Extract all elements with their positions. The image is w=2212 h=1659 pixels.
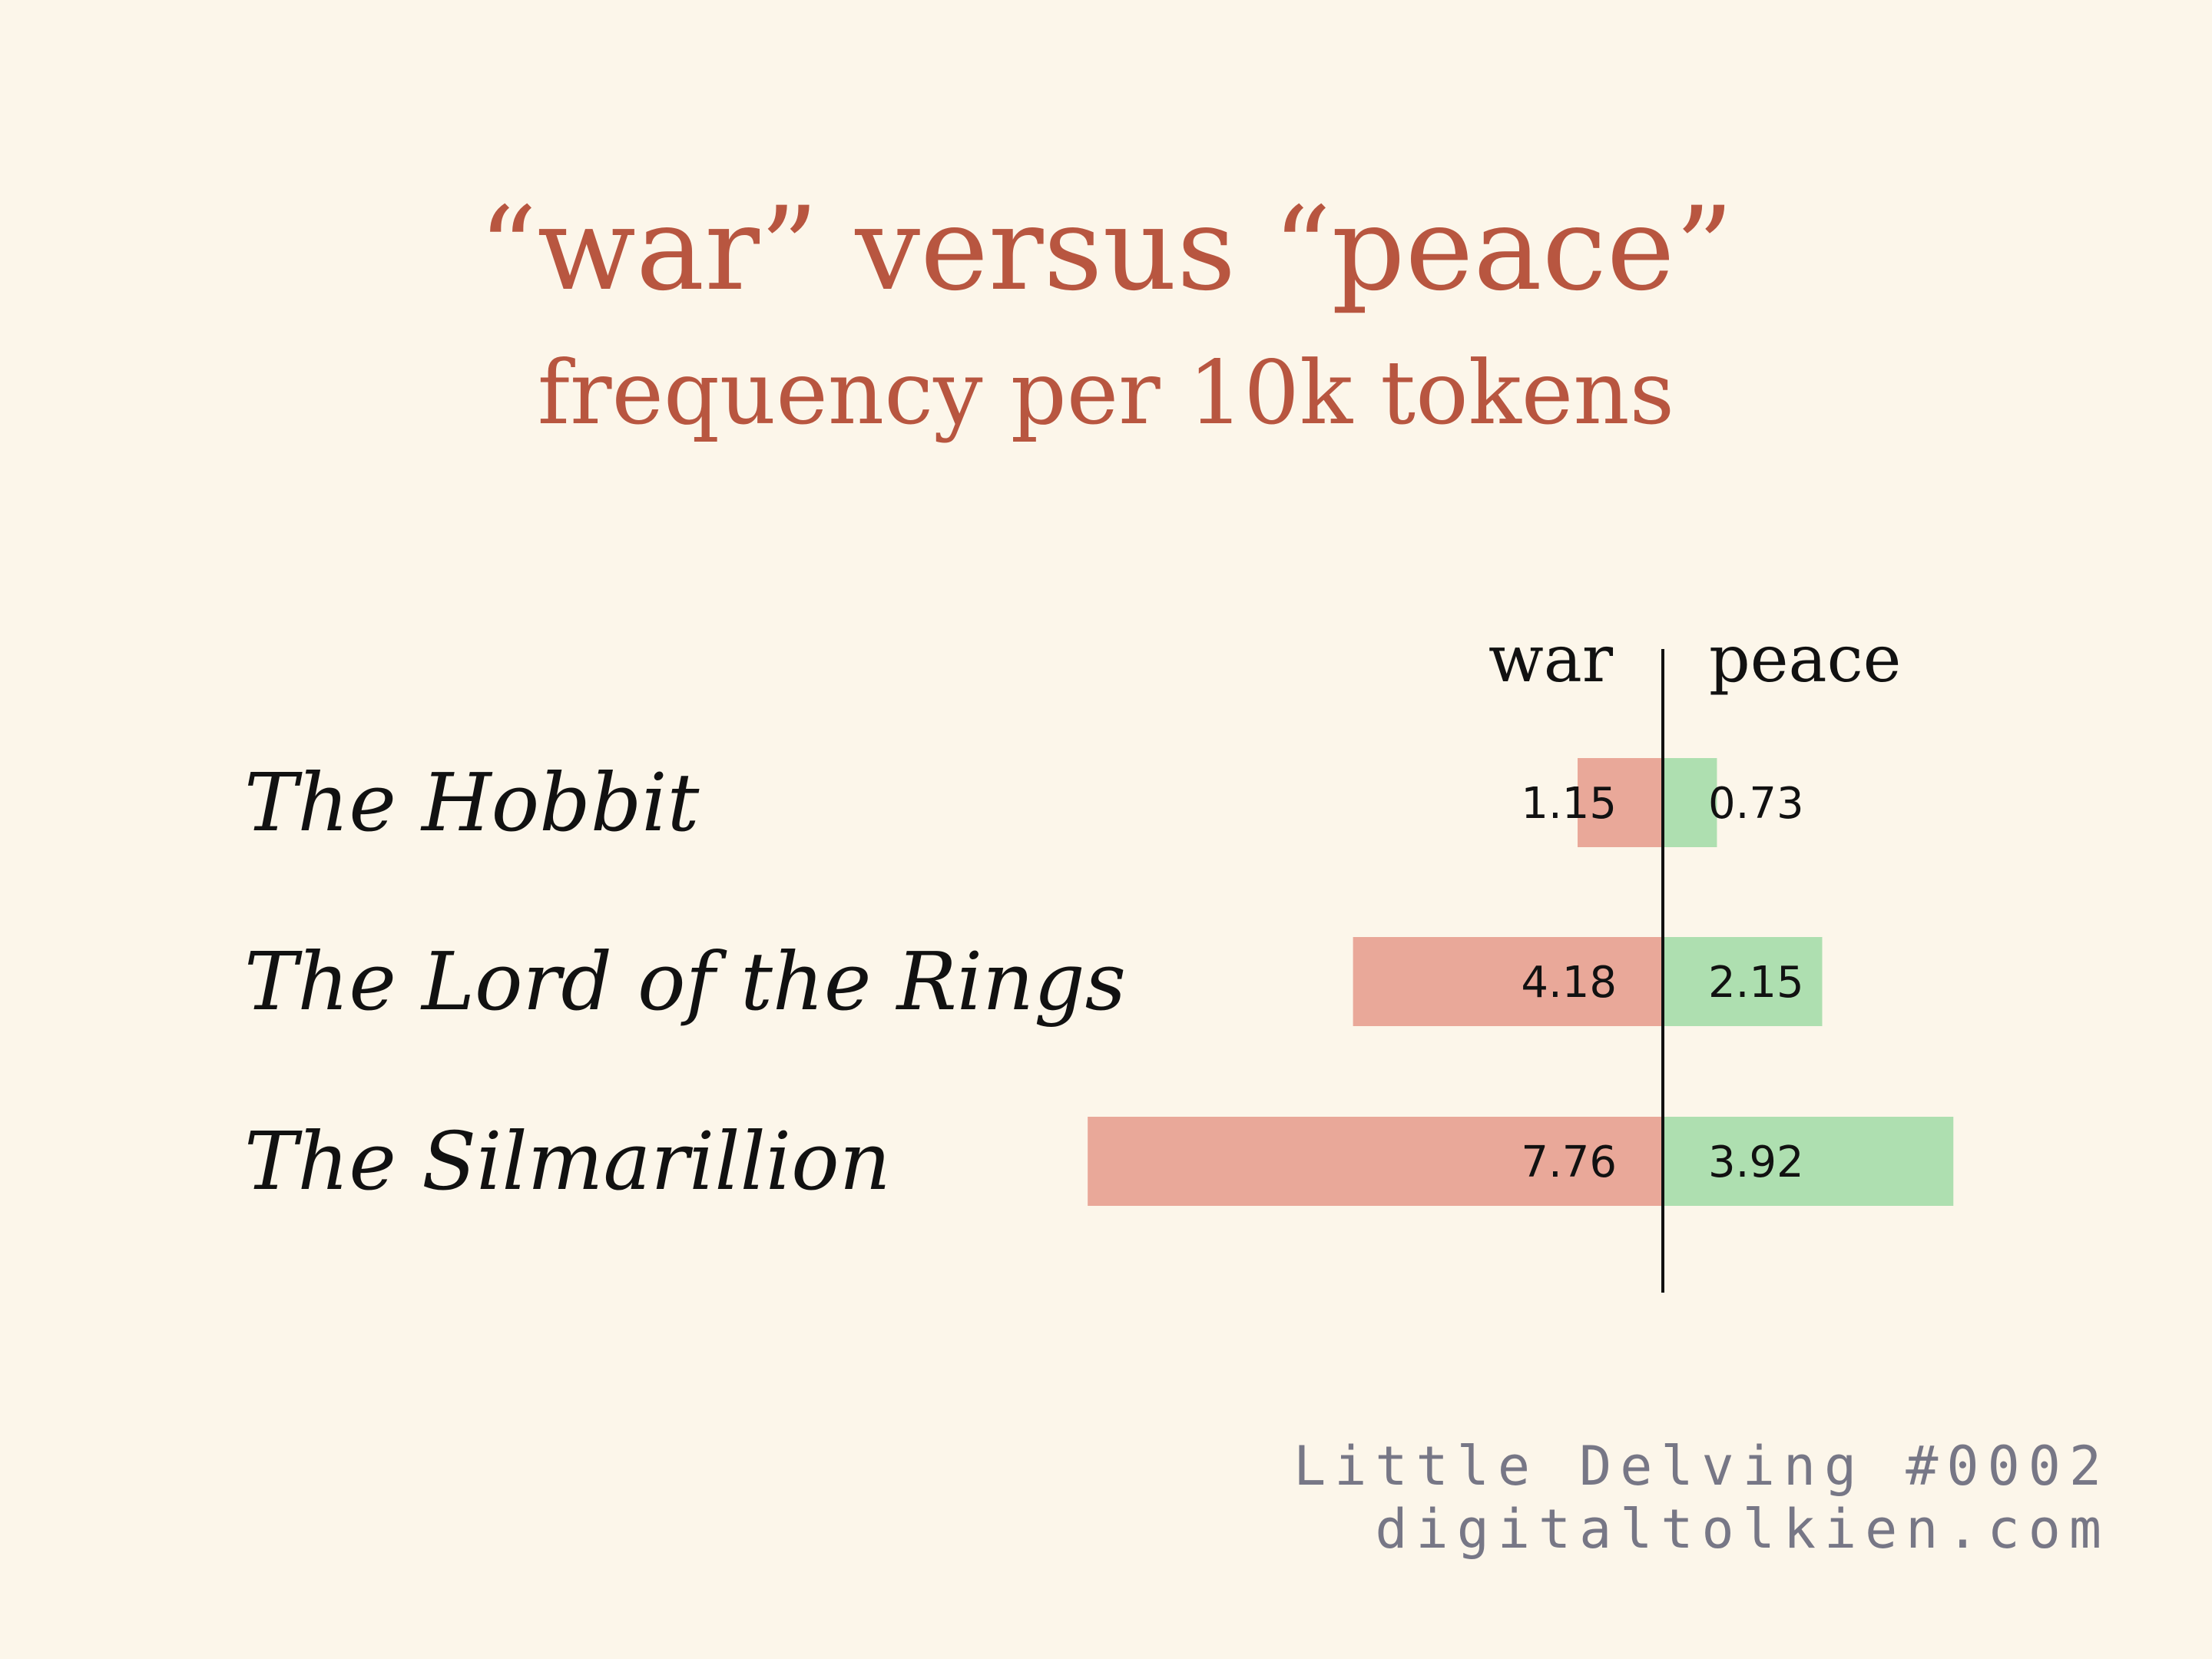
- footer-credit: Little Delving #0002 digitaltolkien.com: [1293, 1435, 2110, 1561]
- value-label-war-2: 4.18: [1521, 958, 1617, 1008]
- bar-peace-1: [1663, 758, 1717, 847]
- footer-series-label: Little Delving #0002: [1293, 1435, 2110, 1498]
- bar-peace-2: [1663, 937, 1823, 1026]
- value-label-war-3: 7.76: [1521, 1137, 1617, 1187]
- value-label-peace-2: 2.15: [1708, 958, 1804, 1008]
- chart-title: “war” versus “peace”: [478, 183, 1734, 316]
- column-header-peace: peace: [1709, 621, 1901, 697]
- bar-war-1: [1578, 758, 1663, 847]
- footer-website: digitaltolkien.com: [1375, 1498, 2110, 1561]
- bar-peace-3: [1663, 1117, 1954, 1206]
- column-header-war: war: [1488, 621, 1614, 697]
- chart-subtitle: frequency per 10k tokens: [537, 342, 1675, 444]
- row-label-3: The Silmarillion: [244, 1114, 891, 1208]
- value-label-peace-3: 3.92: [1708, 1137, 1804, 1187]
- row-label-2: The Lord of the Rings: [244, 935, 1126, 1028]
- value-label-peace-1: 0.73: [1708, 779, 1804, 829]
- bar-war-3: [1088, 1117, 1663, 1206]
- row-label-1: The Hobbit: [244, 756, 700, 849]
- bar-war-2: [1353, 937, 1663, 1026]
- value-label-war-1: 1.15: [1521, 779, 1617, 829]
- label-group: war peace The Hobbit 1.15 0.73 The Lord of th…: [244, 621, 1901, 1208]
- bar-group: [1088, 758, 1954, 1206]
